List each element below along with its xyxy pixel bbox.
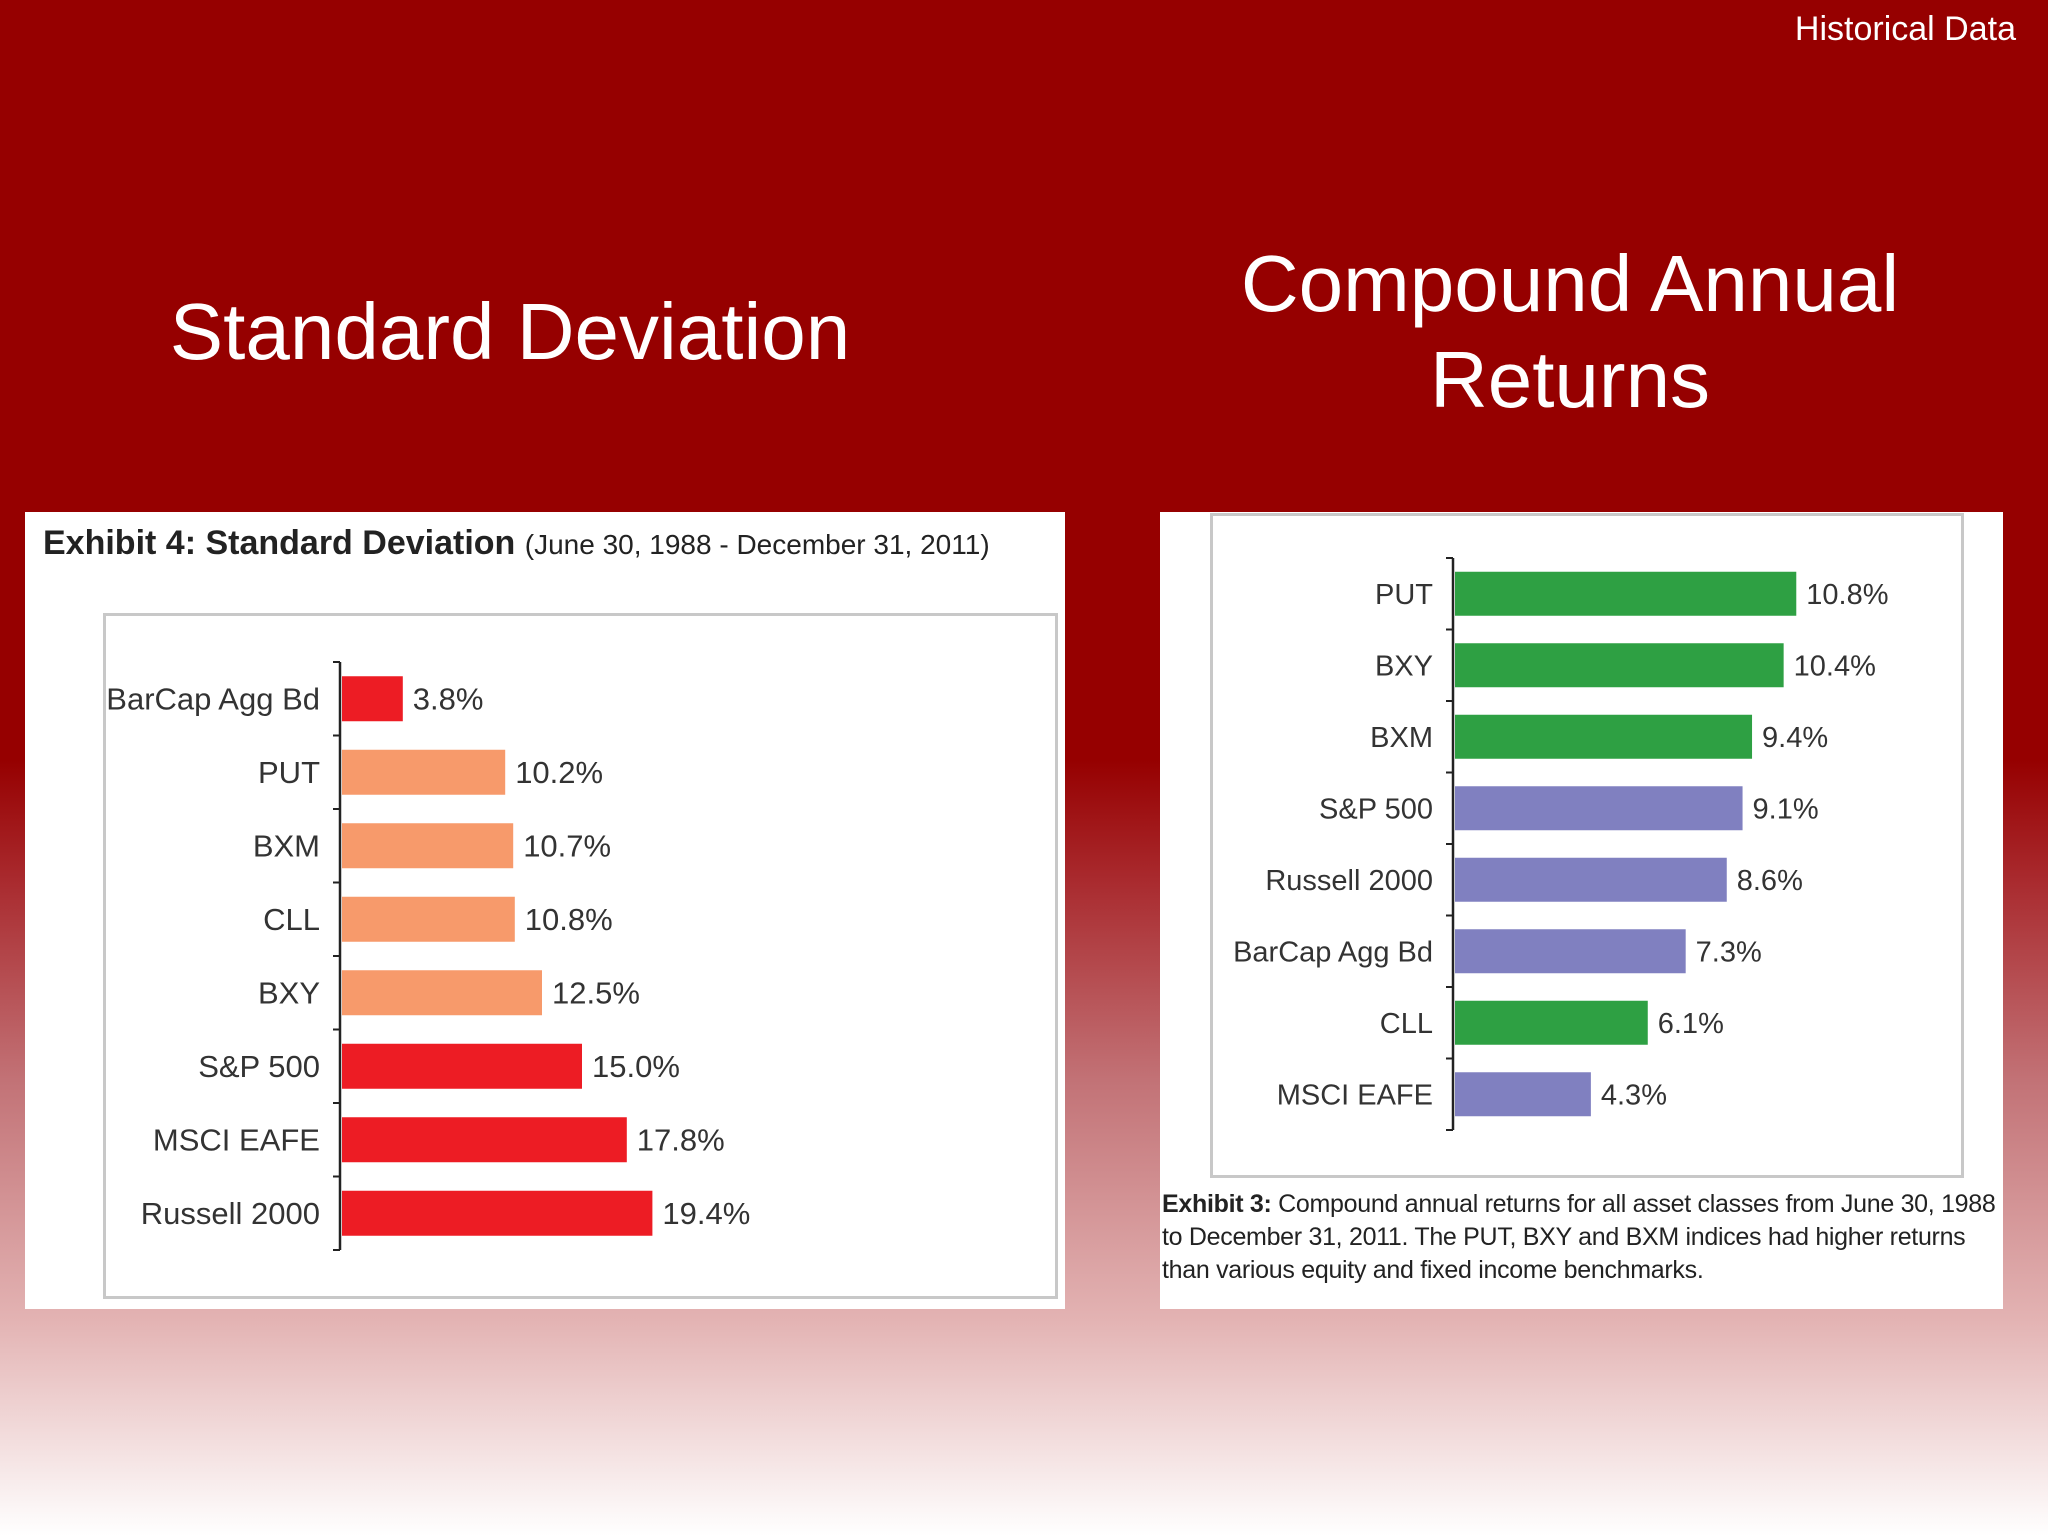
returns-bar [1455, 1000, 1648, 1045]
right-heading: Compound Annual Returns [1240, 239, 1900, 424]
returns-value-label: 7.3% [1696, 936, 1762, 968]
returns-category-label: Russell 2000 [1265, 865, 1433, 897]
returns-bar [1455, 929, 1686, 974]
std-dev-category-label: PUT [258, 755, 320, 790]
returns-chart: PUT 10.8% BXY 10.4% BXM 9.4% S&P 500 9.1% Russel… [1233, 557, 1889, 1131]
left-heading: Standard Deviation [169, 287, 851, 376]
std-dev-bar [342, 1190, 653, 1236]
std-dev-category-label: BXM [253, 829, 320, 864]
std-dev-value-label: 15.0% [592, 1049, 680, 1084]
returns-chart-frame: PUT 10.8% BXY 10.4% BXM 9.4% S&P 500 9.1% Russel… [1210, 513, 1964, 1178]
std-dev-category-label: Russell 2000 [141, 1196, 320, 1231]
std-dev-bar [342, 970, 542, 1016]
exhibit-title-dates: (June 30, 1988 - December 31, 2011) [524, 529, 990, 560]
returns-category-label: S&P 500 [1319, 793, 1433, 825]
std-dev-bar [342, 896, 515, 942]
std-dev-chart: BarCap Agg Bd 3.8% PUT 10.2% BXM 10.7% CLL 10.8… [106, 661, 750, 1251]
corner-label: Historical Data [1794, 10, 2016, 48]
std-dev-value-label: 10.2% [515, 755, 603, 790]
returns-bar [1455, 643, 1784, 688]
std-dev-bar [342, 749, 506, 795]
std-dev-category-label: S&P 500 [198, 1049, 320, 1084]
std-dev-value-label: 10.7% [523, 829, 611, 864]
std-dev-bar [342, 1043, 582, 1089]
exhibit-caption-text: Compound annual returns for all asset cl… [1162, 1190, 1996, 1284]
std-dev-value-label: 17.8% [637, 1123, 725, 1158]
returns-category-label: BarCap Agg Bd [1233, 936, 1433, 968]
std-dev-bar [342, 823, 514, 869]
returns-category-label: BXM [1370, 722, 1433, 754]
std-dev-value-label: 12.5% [552, 976, 640, 1011]
returns-value-label: 10.8% [1806, 579, 1888, 611]
std-dev-category-label: BXY [258, 976, 320, 1011]
returns-category-label: PUT [1375, 579, 1433, 611]
std-dev-chart-frame: BarCap Agg Bd 3.8% PUT 10.2% BXM 10.7% CLL 10.8… [103, 613, 1058, 1299]
std-dev-bar [342, 676, 403, 722]
returns-exhibit: PUT 10.8% BXY 10.4% BXM 9.4% S&P 500 9.1% Russel… [1160, 512, 2003, 1309]
std-dev-category-label: BarCap Agg Bd [106, 682, 320, 717]
std-dev-value-label: 19.4% [662, 1196, 750, 1231]
exhibit-title-main: Exhibit 4: Standard Deviation [43, 524, 516, 562]
std-dev-exhibit: Exhibit 4: Standard Deviation (June 30, … [25, 512, 1065, 1309]
std-dev-category-label: MSCI EAFE [153, 1123, 320, 1158]
returns-bar [1455, 857, 1727, 902]
exhibit-caption-label: Exhibit 3: [1162, 1190, 1272, 1218]
returns-value-label: 9.4% [1762, 722, 1828, 754]
returns-bar [1455, 786, 1743, 831]
returns-value-label: 10.4% [1794, 650, 1876, 682]
returns-value-label: 8.6% [1737, 865, 1803, 897]
returns-bar [1455, 714, 1753, 759]
exhibit-title: Exhibit 4: Standard Deviation (June 30, … [43, 524, 990, 563]
std-dev-value-label: 3.8% [413, 682, 484, 717]
returns-category-label: MSCI EAFE [1277, 1079, 1433, 1111]
returns-category-label: CLL [1380, 1008, 1433, 1040]
returns-bar [1455, 571, 1797, 616]
returns-value-label: 6.1% [1658, 1008, 1724, 1040]
std-dev-value-label: 10.8% [525, 902, 613, 937]
returns-bar [1455, 1072, 1591, 1117]
returns-value-label: 9.1% [1753, 793, 1819, 825]
std-dev-category-label: CLL [263, 902, 320, 937]
std-dev-bar [342, 1117, 627, 1163]
exhibit-caption: Exhibit 3: Compound annual returns for a… [1162, 1188, 2002, 1287]
returns-value-label: 4.3% [1601, 1079, 1667, 1111]
returns-category-label: BXY [1375, 650, 1433, 682]
